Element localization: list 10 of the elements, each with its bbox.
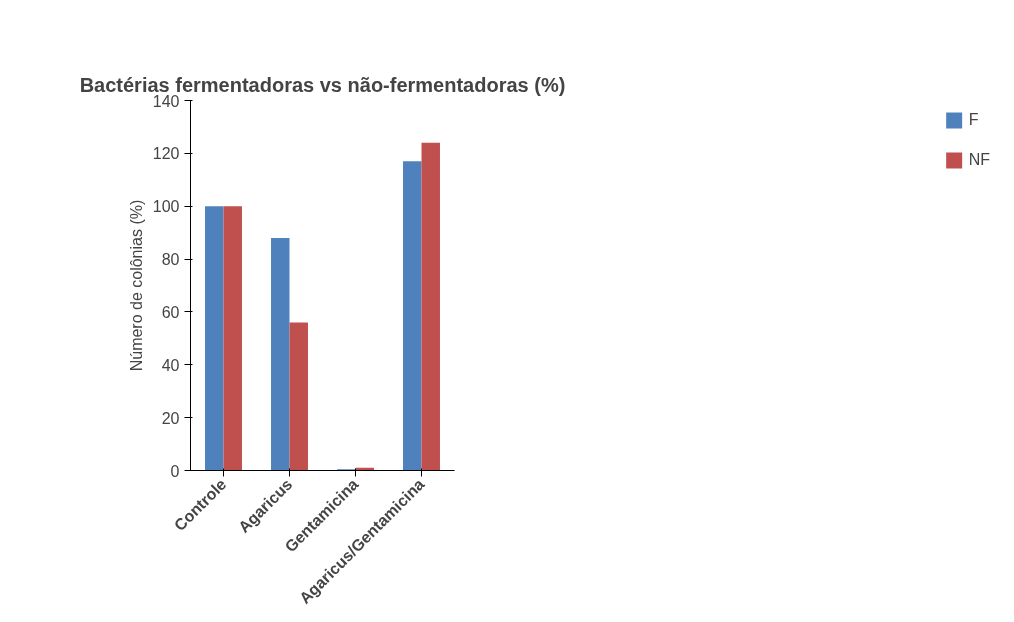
y-tick-label: 80 <box>161 251 180 269</box>
y-tick-label: 20 <box>161 409 180 427</box>
y-tick-label: 0 <box>170 462 180 480</box>
legend-label: NF <box>968 151 990 169</box>
y-tick-label: 60 <box>161 303 180 321</box>
legend-label: F <box>968 111 980 129</box>
y-axis-title: Número de colônias (%) <box>127 199 145 372</box>
y-tick-label: 100 <box>152 198 180 216</box>
y-tick-label: 40 <box>161 356 180 374</box>
y-tick-label: 120 <box>152 145 180 163</box>
